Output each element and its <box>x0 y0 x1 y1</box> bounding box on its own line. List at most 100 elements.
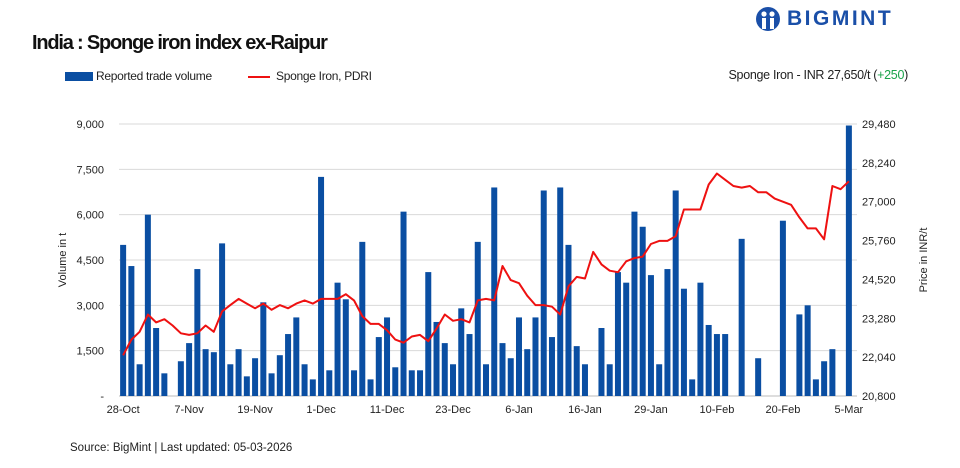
volume-bar <box>491 187 498 396</box>
volume-bar <box>483 364 489 396</box>
x-tick-label: 10-Feb <box>699 404 734 416</box>
volume-bar <box>581 364 588 396</box>
volume-bar <box>400 211 407 396</box>
y-right-tick-label: 25,760 <box>862 236 896 248</box>
y-left-tick-label: 9,000 <box>76 119 104 131</box>
volume-bar <box>235 349 242 396</box>
x-tick-label: 7-Nov <box>174 404 204 416</box>
volume-bar <box>219 243 226 396</box>
volume-bar <box>713 334 720 396</box>
volume-bar <box>507 358 514 396</box>
volume-bar <box>359 241 366 396</box>
volume-bar <box>697 282 704 396</box>
x-tick-label: 20-Feb <box>765 404 800 416</box>
volume-bar <box>425 272 432 396</box>
volume-bar <box>499 343 506 396</box>
volume-bar <box>565 244 572 396</box>
volume-bar <box>812 379 819 396</box>
x-tick-label: 19-Nov <box>237 404 273 416</box>
volume-bar <box>326 370 333 396</box>
volume-bar <box>647 275 654 396</box>
volume-bar <box>375 337 382 396</box>
volume-bar <box>384 317 391 396</box>
price-summary: Sponge Iron - INR 27,650/t (+250) <box>729 68 909 82</box>
chart-title: India : Sponge iron index ex-Raipur <box>32 32 328 54</box>
volume-bar <box>260 302 267 396</box>
volume-bar <box>524 349 531 396</box>
volume-bar <box>367 379 374 396</box>
volume-bar <box>309 379 316 396</box>
volume-bar <box>161 373 168 396</box>
source-note: Source: BigMint | Last updated: 05-03-20… <box>70 442 293 454</box>
volume-bar <box>656 364 663 396</box>
y-left-tick-label: 6,000 <box>76 210 104 222</box>
logo-text: BIGMINT <box>787 7 894 30</box>
legend-item-volume: Reported trade volume <box>65 69 212 83</box>
volume-bar <box>689 379 696 396</box>
volume-bar <box>458 308 465 396</box>
volume-bar <box>441 343 448 396</box>
volume-bar <box>120 244 127 396</box>
volume-bar <box>144 214 151 396</box>
volume-bar <box>804 305 811 396</box>
volume-bar <box>285 334 292 396</box>
legend-label: Reported trade volume <box>96 69 212 83</box>
volume-bar <box>243 376 250 396</box>
x-tick-label: 29-Jan <box>634 404 668 416</box>
x-tick-label: 5-Mar <box>835 404 864 416</box>
volume-bar <box>408 370 415 396</box>
price-line <box>122 172 850 356</box>
volume-bar <box>202 349 209 396</box>
y-right-tick-label: 22,040 <box>862 352 896 364</box>
bigmint-logo-icon <box>756 7 780 31</box>
legend-item-price: Sponge Iron, PDRI <box>248 69 372 83</box>
y-left-tick-label: 7,500 <box>76 164 104 176</box>
volume-bar <box>548 337 555 396</box>
volume-bar <box>268 373 275 396</box>
volume-bar <box>705 324 712 396</box>
bigmint-logo: BIGMINT <box>755 6 893 32</box>
volume-bar <box>755 358 762 396</box>
volume-bar <box>631 211 638 396</box>
volume-bar <box>433 321 440 396</box>
volume-bar <box>540 190 547 396</box>
volume-bar <box>779 220 786 396</box>
volume-bar <box>845 125 852 396</box>
volume-bar <box>796 314 803 396</box>
y-left-tick-label: - <box>100 391 104 403</box>
volume-bar <box>186 343 193 396</box>
x-tick-label: 6-Jan <box>505 404 533 416</box>
y-left-tick-label: 4,500 <box>76 255 104 267</box>
legend-label: Sponge Iron, PDRI <box>276 69 372 83</box>
price-change: +250 <box>877 68 905 82</box>
x-tick-label: 16-Jan <box>568 404 602 416</box>
volume-bar <box>680 288 687 396</box>
volume-bar <box>573 346 580 396</box>
y-right-tick-label: 28,240 <box>862 158 896 170</box>
volume-bar <box>466 334 473 396</box>
y-right-tick-label: 23,280 <box>862 313 896 325</box>
volume-bar <box>515 317 522 396</box>
volume-bar <box>276 355 283 396</box>
volume-bar <box>639 226 646 396</box>
volume-bar <box>623 282 630 396</box>
volume-bar <box>342 299 349 396</box>
volume-bar <box>128 266 135 396</box>
y-right-tick-label: 24,520 <box>862 274 896 286</box>
volume-bar <box>672 190 679 396</box>
volume-bar <box>664 269 671 396</box>
volume-bar <box>532 317 539 396</box>
volume-bar <box>334 282 341 396</box>
x-tick-label: 28-Oct <box>107 404 140 416</box>
volume-bar <box>318 176 325 396</box>
volume-bar <box>557 187 564 396</box>
y-right-tick-label: 29,480 <box>862 119 896 131</box>
y-right-tick-label: 27,000 <box>862 197 896 209</box>
y-right-tick-label: 20,800 <box>862 391 896 403</box>
volume-bar <box>474 241 481 396</box>
y-right-axis-title: Price in INR/t <box>918 228 930 293</box>
volume-bar <box>177 361 184 396</box>
x-tick-label: 11-Dec <box>370 404 405 416</box>
